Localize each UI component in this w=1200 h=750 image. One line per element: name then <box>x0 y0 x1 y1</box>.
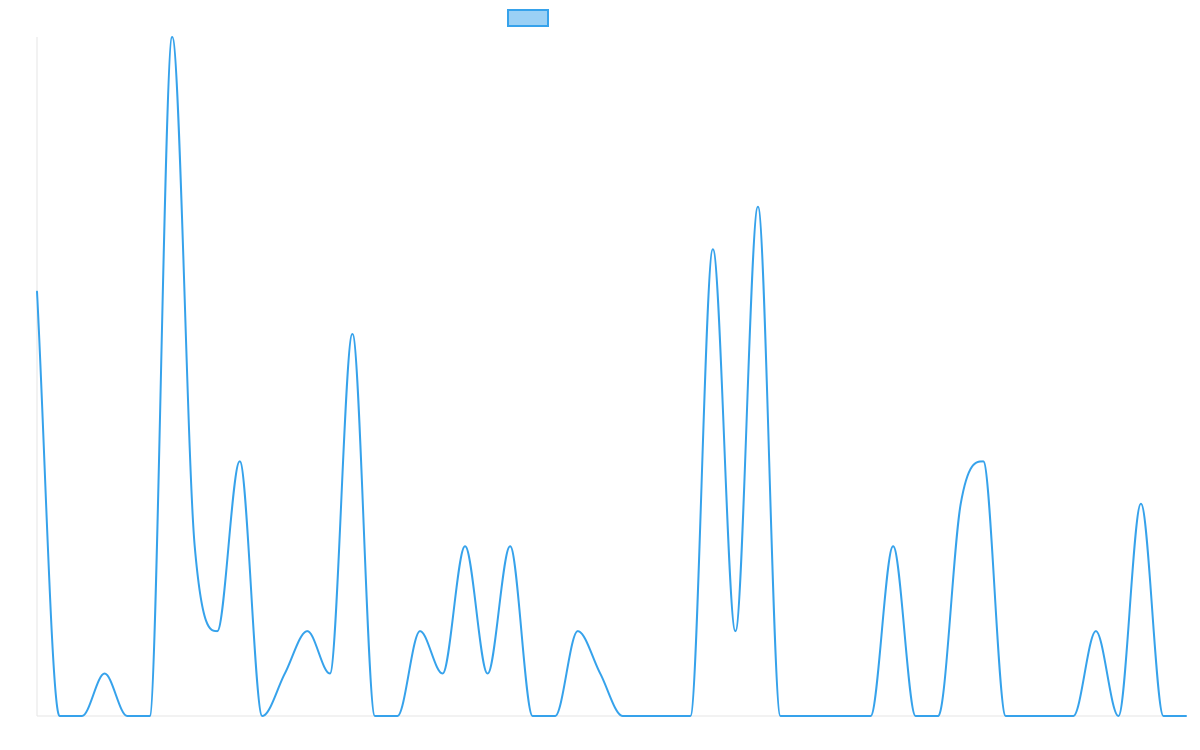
data-point-0-19[interactable] <box>462 543 468 549</box>
data-point-0-13[interactable] <box>327 671 333 677</box>
data-point-0-25[interactable] <box>597 671 603 677</box>
data-point-0-5[interactable] <box>147 713 153 719</box>
data-point-0-6[interactable] <box>169 34 175 40</box>
data-point-0-48[interactable] <box>1115 713 1121 719</box>
data-point-0-39[interactable] <box>913 713 919 719</box>
data-point-0-9[interactable] <box>237 458 243 464</box>
data-point-0-51[interactable] <box>1183 713 1189 719</box>
data-point-0-2[interactable] <box>79 713 85 719</box>
data-point-0-49[interactable] <box>1138 501 1144 507</box>
data-point-0-35[interactable] <box>823 713 829 719</box>
data-point-0-20[interactable] <box>485 671 491 677</box>
data-point-0-4[interactable] <box>124 713 130 719</box>
data-point-0-14[interactable] <box>349 331 355 337</box>
data-point-0-31[interactable] <box>732 628 738 634</box>
data-point-0-12[interactable] <box>304 628 310 634</box>
data-point-0-47[interactable] <box>1093 628 1099 634</box>
data-point-0-30[interactable] <box>710 246 716 252</box>
data-point-0-44[interactable] <box>1025 713 1031 719</box>
data-point-0-8[interactable] <box>214 628 220 634</box>
data-point-0-7[interactable] <box>192 543 198 549</box>
data-point-0-21[interactable] <box>507 543 513 549</box>
data-point-0-22[interactable] <box>530 713 536 719</box>
data-point-0-46[interactable] <box>1070 713 1076 719</box>
data-point-0-16[interactable] <box>394 713 400 719</box>
data-point-0-38[interactable] <box>890 543 896 549</box>
data-point-0-32[interactable] <box>755 204 761 210</box>
data-point-0-26[interactable] <box>620 713 626 719</box>
data-point-0-23[interactable] <box>552 713 558 719</box>
data-point-0-43[interactable] <box>1003 713 1009 719</box>
data-point-0-34[interactable] <box>800 713 806 719</box>
data-point-0-27[interactable] <box>642 713 648 719</box>
data-point-0-41[interactable] <box>958 501 964 507</box>
data-point-0-1[interactable] <box>57 713 63 719</box>
data-point-0-50[interactable] <box>1160 713 1166 719</box>
data-point-0-10[interactable] <box>259 713 265 719</box>
data-point-0-15[interactable] <box>372 713 378 719</box>
data-point-0-33[interactable] <box>777 713 783 719</box>
data-point-0-24[interactable] <box>575 628 581 634</box>
data-point-0-36[interactable] <box>845 713 851 719</box>
legend-swatch[interactable] <box>507 9 549 27</box>
series-line-0[interactable] <box>36 36 1187 717</box>
data-point-0-42[interactable] <box>980 458 986 464</box>
series-group <box>34 34 1189 719</box>
data-point-0-18[interactable] <box>440 671 446 677</box>
data-point-0-29[interactable] <box>687 713 693 719</box>
axes <box>36 37 1186 717</box>
data-point-0-40[interactable] <box>935 713 941 719</box>
data-point-0-28[interactable] <box>665 713 671 719</box>
data-point-0-17[interactable] <box>417 628 423 634</box>
data-point-0-37[interactable] <box>868 713 874 719</box>
legend[interactable] <box>507 9 549 27</box>
data-point-0-11[interactable] <box>282 671 288 677</box>
data-point-0-45[interactable] <box>1048 713 1054 719</box>
data-point-0-3[interactable] <box>102 671 108 677</box>
data-point-0-0[interactable] <box>34 289 40 295</box>
